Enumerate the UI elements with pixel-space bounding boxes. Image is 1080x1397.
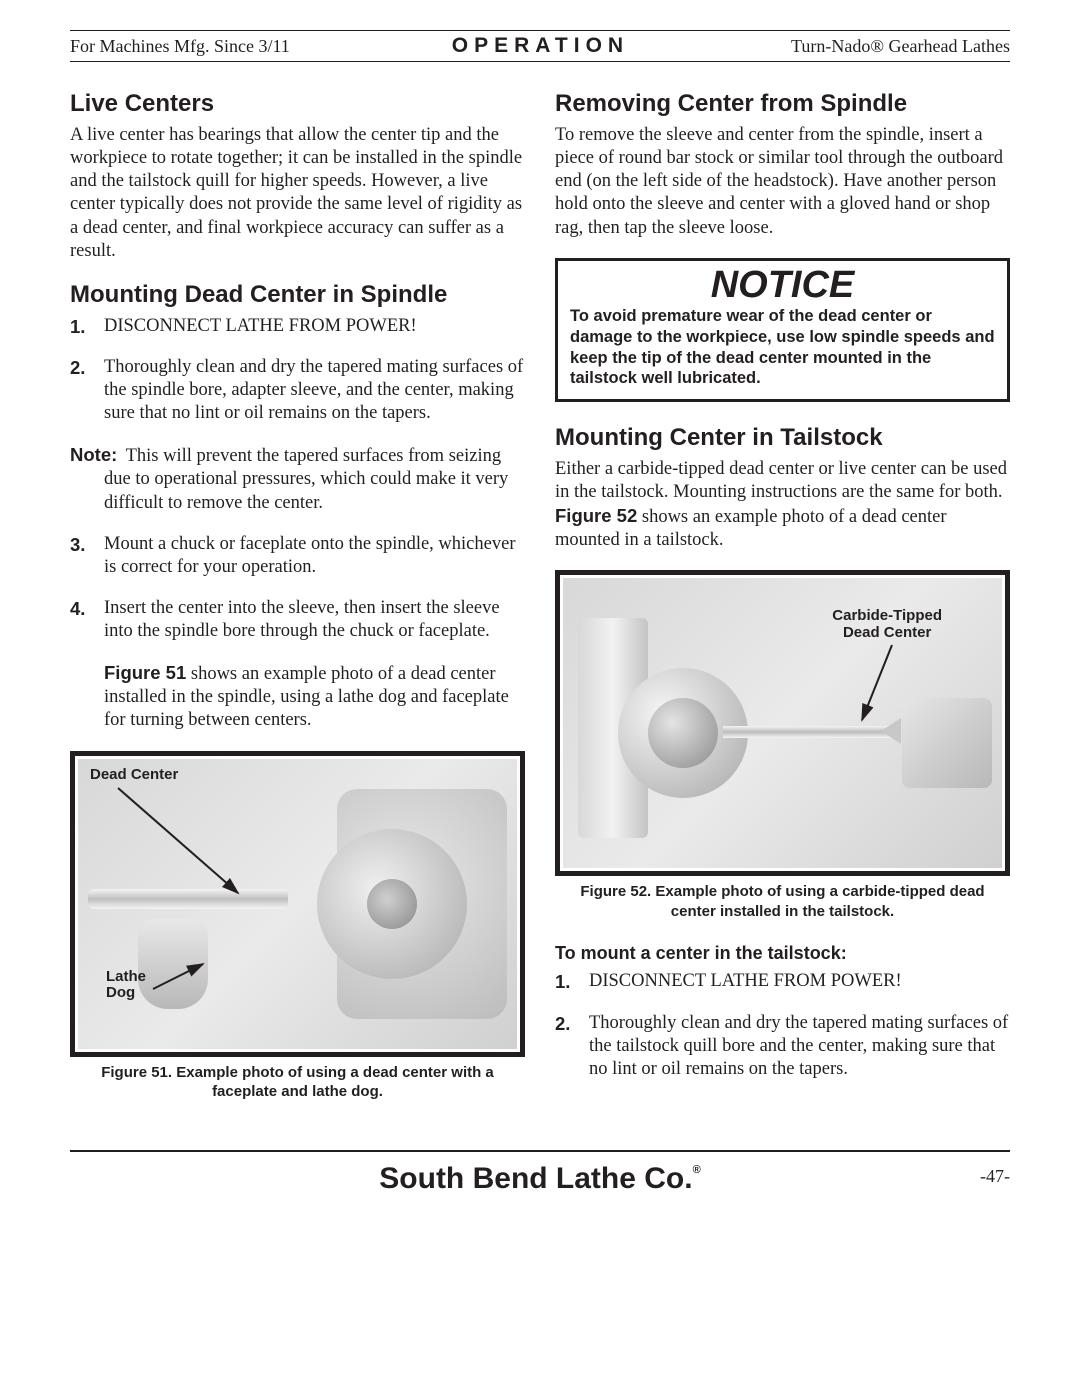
right-column: Removing Center from Spindle To remove t… bbox=[555, 90, 1010, 1102]
tailstock-p2a: Either a carbide-tipped dead center or l… bbox=[555, 459, 1007, 502]
tailstock-paragraph: Either a carbide-tipped dead center or l… bbox=[555, 458, 1010, 553]
tailstock-subhead: To mount a center in the tailstock: bbox=[555, 943, 1010, 964]
header-left: For Machines Mfg. Since 3/11 bbox=[70, 36, 290, 57]
figure-52-box: Carbide-Tipped Dead Center bbox=[555, 570, 1010, 876]
figure-51-image: Dead Center Lathe Dog bbox=[78, 759, 517, 1049]
step-2: Thoroughly clean and dry the tapered mat… bbox=[70, 356, 525, 425]
tailstock-step-1: DISCONNECT LATHE FROM POWER! bbox=[555, 970, 1010, 993]
note-label: Note: bbox=[70, 444, 121, 465]
tailstock-step-2: Thoroughly clean and dry the tapered mat… bbox=[555, 1012, 1010, 1081]
heading-live-centers: Live Centers bbox=[70, 90, 525, 118]
two-column-layout: Live Centers A live center has bearings … bbox=[70, 90, 1010, 1102]
callout-lathe-dog: Lathe Dog bbox=[106, 969, 146, 1002]
heading-removing-center: Removing Center from Spindle bbox=[555, 90, 1010, 118]
left-column: Live Centers A live center has bearings … bbox=[70, 90, 525, 1102]
footer-brand: South Bend Lathe Co.® bbox=[379, 1162, 700, 1196]
removing-paragraph: To remove the sleeve and center from the… bbox=[555, 124, 1010, 240]
heading-mounting-dead-center: Mounting Dead Center in Spindle bbox=[70, 281, 525, 309]
notice-title: NOTICE bbox=[570, 265, 995, 307]
arrow-icon bbox=[108, 783, 248, 903]
header-right: Turn-Nado® Gearhead Lathes bbox=[791, 36, 1010, 57]
live-centers-paragraph: A live center has bearings that allow th… bbox=[70, 124, 525, 263]
figure-51-bold: Figure 51 bbox=[104, 662, 186, 683]
arrow-icon bbox=[852, 640, 922, 730]
callout-carbide-tipped: Carbide-Tipped Dead Center bbox=[832, 608, 942, 641]
arrow-icon bbox=[148, 959, 218, 999]
callout-dead-center: Dead Center bbox=[90, 767, 178, 784]
figure-51-caption: Figure 51. Example photo of using a dead… bbox=[70, 1063, 525, 1102]
step-4: Insert the center into the sleeve, then … bbox=[70, 597, 525, 643]
registered-icon: ® bbox=[693, 1164, 701, 1176]
step-1: DISCONNECT LATHE FROM POWER! bbox=[70, 315, 525, 338]
mounting-steps-list-cont: Mount a chuck or faceplate onto the spin… bbox=[70, 533, 525, 644]
header-center: OPERATION bbox=[452, 34, 629, 58]
note-paragraph: Note: This will prevent the tapered surf… bbox=[70, 443, 525, 514]
mounting-steps-list: DISCONNECT LATHE FROM POWER! Thoroughly … bbox=[70, 315, 525, 426]
figure-52-caption: Figure 52. Example photo of using a carb… bbox=[555, 882, 1010, 921]
figure-52-image: Carbide-Tipped Dead Center bbox=[563, 578, 1002, 868]
figure-52-bold: Figure 52 bbox=[555, 505, 637, 526]
notice-body: To avoid premature wear of the dead cent… bbox=[570, 306, 995, 389]
page-header: For Machines Mfg. Since 3/11 OPERATION T… bbox=[70, 30, 1010, 62]
page-footer: South Bend Lathe Co.® -47- bbox=[70, 1150, 1010, 1196]
tailstock-steps-list: DISCONNECT LATHE FROM POWER! Thoroughly … bbox=[555, 970, 1010, 1081]
page-number: -47- bbox=[980, 1166, 1010, 1187]
manual-page: For Machines Mfg. Since 3/11 OPERATION T… bbox=[0, 0, 1080, 1216]
heading-mounting-tailstock: Mounting Center in Tailstock bbox=[555, 424, 1010, 452]
step-3: Mount a chuck or faceplate onto the spin… bbox=[70, 533, 525, 579]
notice-box: NOTICE To avoid premature wear of the de… bbox=[555, 258, 1010, 402]
note-body: This will prevent the tapered surfaces f… bbox=[104, 446, 508, 512]
figure-51-box: Dead Center Lathe Dog bbox=[70, 751, 525, 1057]
figure-51-reference: Figure 51 shows an example photo of a de… bbox=[70, 661, 525, 732]
